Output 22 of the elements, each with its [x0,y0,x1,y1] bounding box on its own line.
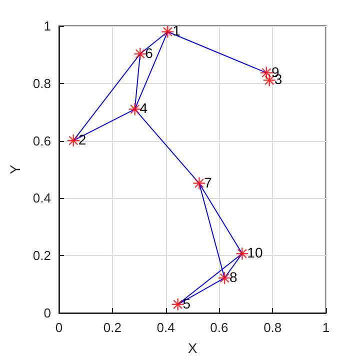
x-tick-label: 1 [322,320,330,335]
annotation: 7 [204,174,212,190]
annotation: 10 [247,244,263,261]
y-tick-label: 1 [44,18,51,34]
x-axis-title: X [188,340,198,356]
x-tick-label: 0.2 [103,320,122,335]
y-axis-title: Y [7,164,23,174]
annotation: 6 [145,44,154,61]
annotation: 4 [140,100,148,116]
annotation: 1 [172,22,181,39]
x-tick-label: 0 [55,320,63,335]
y-tick-label: 0.2 [32,248,51,264]
y-tick-label: 0 [44,306,51,320]
annotation: 5 [182,295,191,312]
annotation: 2 [78,132,86,148]
x-tick-label: 0.8 [264,320,282,335]
x-tick-label: 0.4 [156,320,175,335]
y-tick-label: 0.4 [32,190,51,206]
y-tick-label: 0.8 [32,76,51,91]
x-tick-label: 0.6 [210,320,228,335]
annotation: 8 [230,268,238,285]
y-tick-label: 0.6 [32,133,51,148]
